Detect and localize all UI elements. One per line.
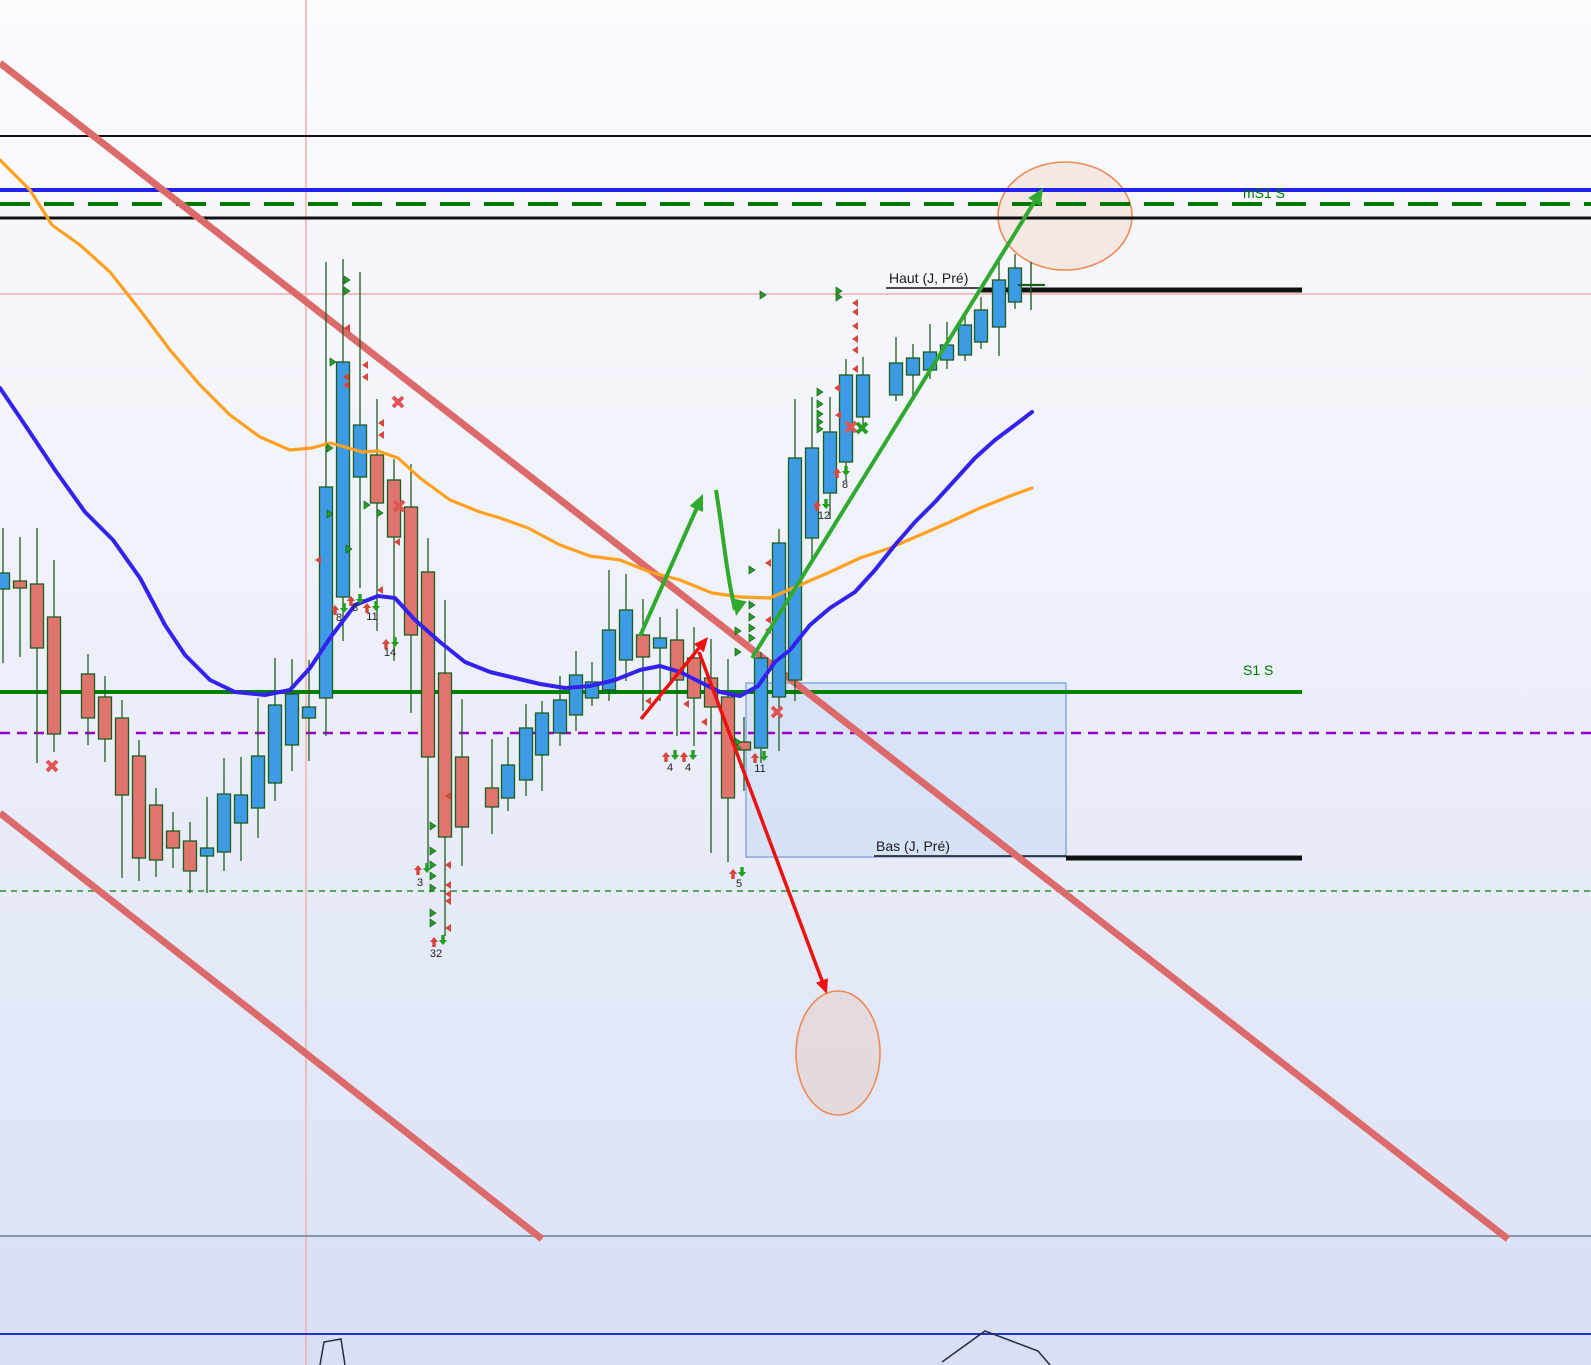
candle-up [0,528,11,663]
ma-slow-blue [0,386,1034,698]
horizontal-levels [0,135,1591,1335]
candle-down [80,654,96,745]
candle-up [652,617,668,701]
candle-number: 3 [417,877,423,889]
candle-up [284,659,300,771]
candle-up [957,311,973,361]
last-price-marker [1018,262,1045,310]
candle-number: 11 [366,611,377,623]
candle-up [601,570,617,701]
candle-up [216,758,232,871]
red-scenario-arrow-1[interactable] [639,637,708,721]
target-ellipses[interactable] [795,161,1133,1116]
candle-up [973,297,989,349]
candle-up [500,737,516,811]
level-label-s1: S1 S [1243,662,1274,678]
candle-number: 4 [685,762,691,774]
x-markers [45,395,869,773]
candle-up [618,574,634,681]
red-scenario-arrow-2[interactable] [697,651,828,994]
candle-number: 12 [818,510,830,522]
candle-number: 8 [352,602,358,614]
candle-up [568,651,584,731]
candle-down [12,537,28,657]
updown-arrow-pairs [330,466,851,947]
candle-down [386,459,402,661]
candle-up [318,262,334,736]
candle-up [888,337,904,401]
candle-up [534,701,550,791]
candle-up [233,757,249,861]
green-curved-arrow[interactable] [714,489,747,616]
level-label-haut: Haut (J, Pré) [889,270,969,286]
candle-down [97,676,113,762]
green-trend-arrow-1[interactable] [638,494,704,637]
candle-number: 5 [736,878,742,890]
candle-down [484,739,500,834]
candle-up [199,797,215,893]
candle-number: 8 [336,612,342,624]
candle-down [148,788,164,877]
ma-fast-orange [0,158,1034,600]
candle-down [403,464,419,713]
level-label-bas: Bas (J, Pré) [876,838,950,854]
lower-band [0,1236,1591,1365]
candle-down [114,700,130,878]
candle-down [720,659,736,862]
candlesticks [0,254,1023,936]
candle-number: 32 [430,948,442,960]
candle-down [131,740,147,881]
candle-up [1007,254,1023,309]
candle-up [787,399,803,701]
candle-up [518,704,534,796]
candle-up [352,272,368,588]
candle-up [838,359,854,481]
candle-number: 14 [384,647,396,659]
candle-up [335,259,351,641]
candle-number: 11 [754,763,765,775]
candle-up [804,397,820,561]
candle-down [29,528,45,763]
signal-triangles [315,275,858,932]
bottom-partial-shapes [319,1330,1051,1365]
candle-up [267,658,283,801]
candle-up [552,676,568,746]
candle-up [753,652,769,763]
level-label-ms1: mS1 S [1243,185,1286,201]
candle-up [855,357,871,431]
candle-up [905,344,921,396]
candle-down [165,812,181,868]
green-trend-arrow-2[interactable] [750,188,1043,660]
candle-up [991,262,1007,356]
candle-down [454,699,470,866]
candle-down [420,538,436,871]
candle-number: 8 [842,479,848,491]
candle-up [250,698,266,838]
candle-number: 4 [667,762,673,774]
candle-down [46,560,62,752]
candle-up [822,397,838,519]
candle-down [182,822,198,893]
